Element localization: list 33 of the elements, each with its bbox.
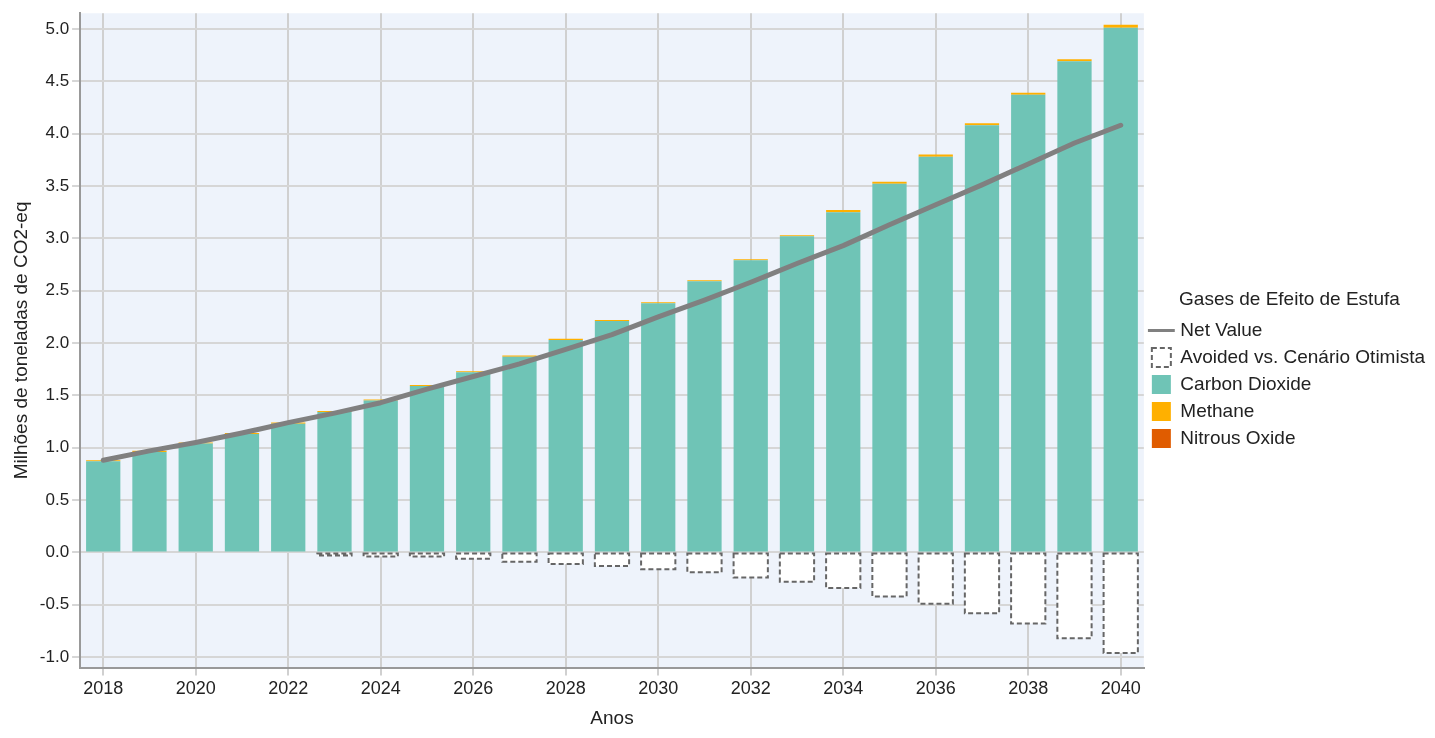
y-tick-label: 5.0	[45, 18, 70, 38]
y-tick-label: 1.0	[45, 437, 70, 457]
y-tick-label: 1.5	[45, 385, 70, 405]
x-tick-label: 2026	[453, 678, 494, 699]
x-tick-label: 2024	[360, 678, 401, 699]
x-tick-label: 2020	[175, 678, 216, 699]
legend-title: Gases de Efeito de Estufa	[1179, 287, 1401, 309]
x-tick-label: 2038	[1008, 678, 1049, 699]
x-tick-label: 2034	[823, 678, 864, 699]
x-tick-label: 2036	[915, 678, 956, 699]
legend-label: Nitrous Oxide	[1180, 426, 1296, 448]
x-tick-label: 2028	[545, 678, 586, 699]
y-tick-label: 0.0	[45, 542, 70, 562]
legend-label: Carbon Dioxide	[1180, 372, 1312, 394]
legend-label: Net Value	[1180, 318, 1263, 340]
y-tick-label: 0.5	[45, 489, 70, 509]
y-tick-label: 2.0	[45, 332, 70, 352]
y-tick-label: 3.0	[45, 228, 70, 247]
x-tick-label: 2018	[83, 678, 124, 699]
y-tick-label: 3.5	[45, 175, 70, 195]
y-tick-label: 4.5	[45, 70, 70, 90]
x-tick-label: 2022	[268, 678, 309, 699]
y-tick-label: 2.5	[45, 280, 70, 300]
x-tick-label: 2030	[638, 678, 679, 699]
y-tick-label: 4.0	[45, 123, 70, 143]
x-axis-title: Anos	[590, 706, 634, 728]
legend-label: Methane	[1180, 399, 1255, 421]
x-tick-label: 2032	[730, 678, 771, 699]
y-tick-label: -1.0	[39, 646, 70, 666]
y-tick-label: -0.5	[39, 594, 70, 614]
y-axis-title: Milhões de toneladas de CO2-eq	[9, 201, 31, 480]
x-tick-label: 2040	[1100, 678, 1141, 699]
legend-label: Avoided vs. Cenário Otimista	[1180, 345, 1426, 367]
